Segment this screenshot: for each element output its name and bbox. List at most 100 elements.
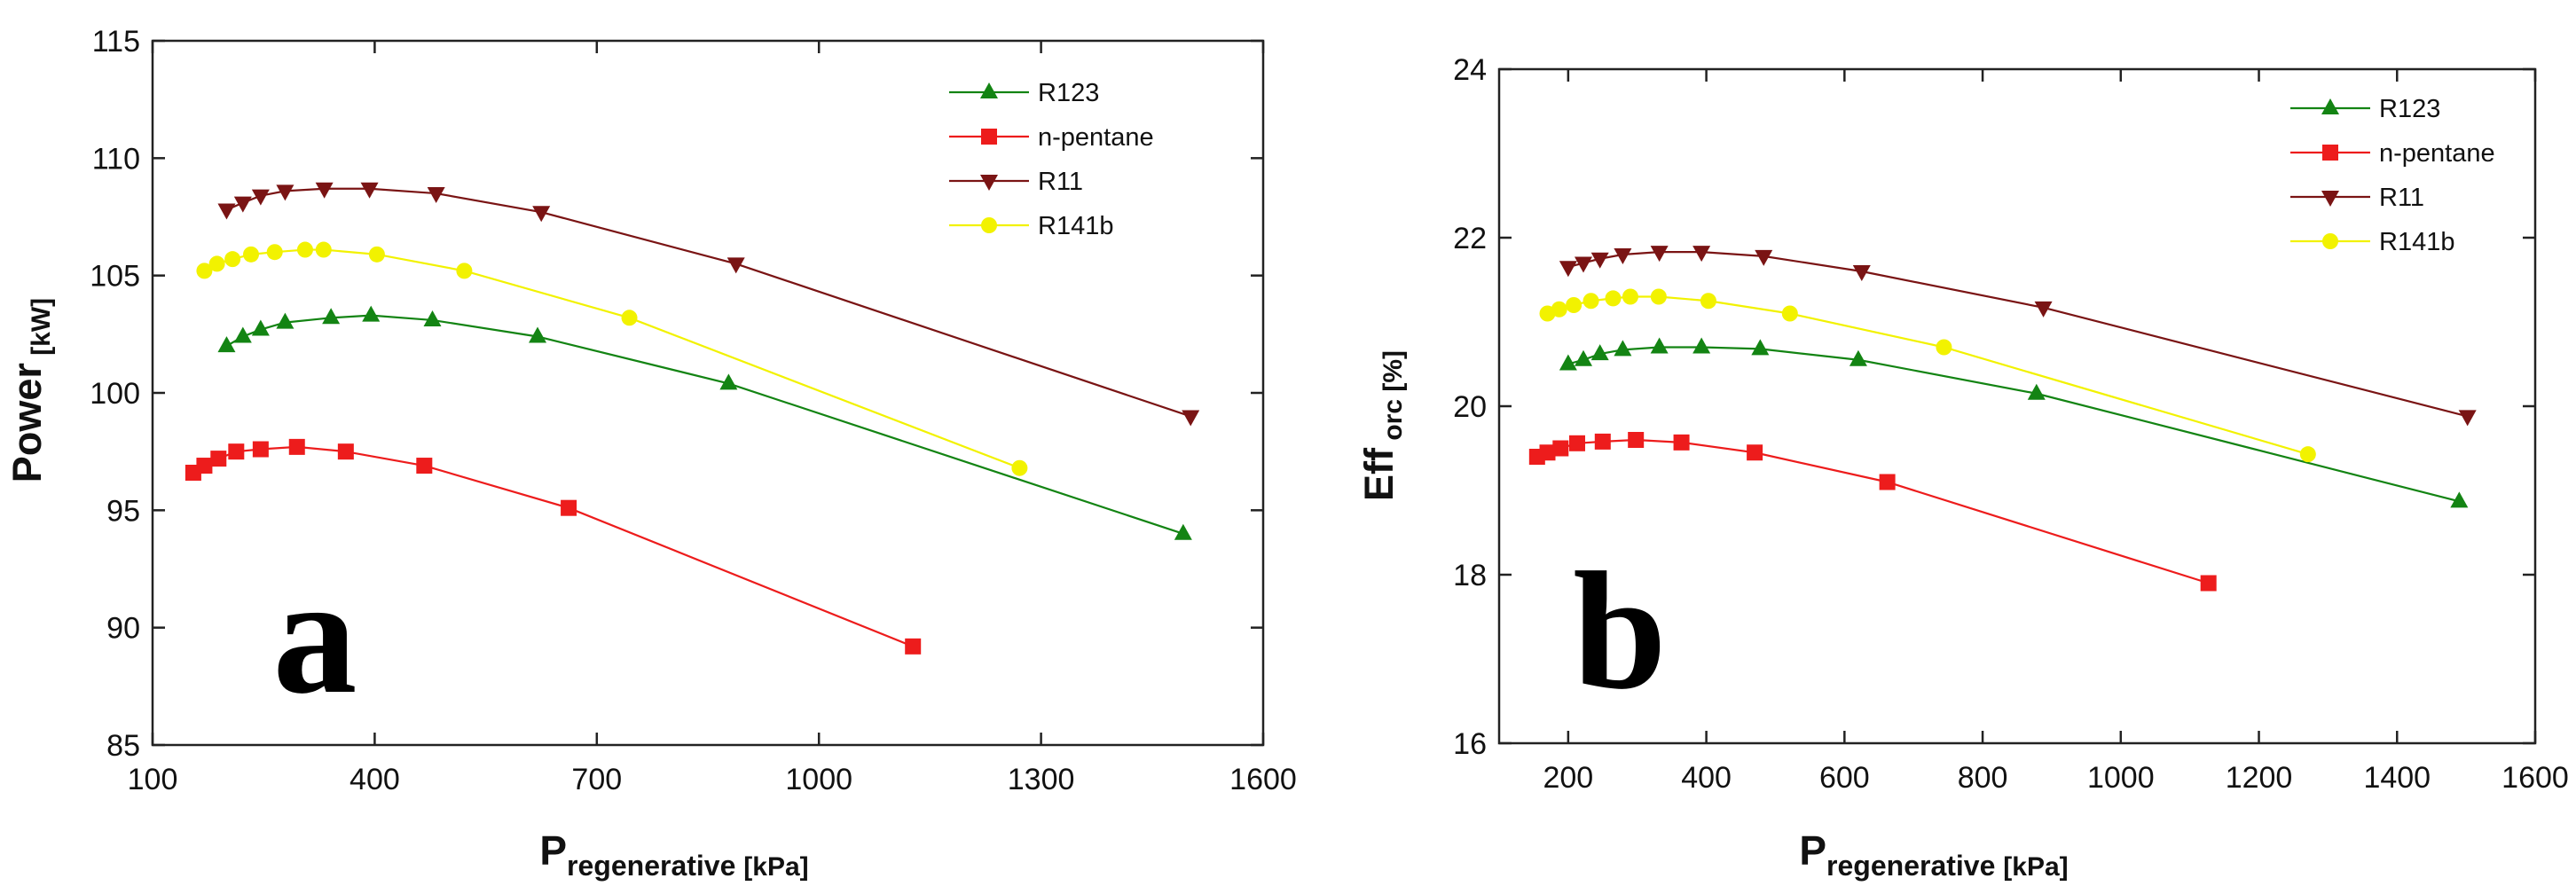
data-point-r123	[217, 336, 236, 353]
legend-item-r123: R123	[949, 79, 1099, 107]
data-point-n-pentane	[1539, 444, 1556, 461]
data-point-r141b	[296, 241, 313, 258]
x-axis-ticks: 100 400 700 1000 1300 1600	[128, 41, 1297, 796]
data-point-r123	[251, 319, 270, 336]
series-n-pentane	[1528, 432, 2217, 592]
legend-item-r141b: R141b	[2290, 228, 2454, 256]
data-point-r11	[360, 182, 379, 199]
y-tick-label: 18	[1453, 559, 1487, 592]
data-point-r123	[1174, 523, 1192, 540]
series-r141b	[196, 241, 1028, 476]
y-tick-label: 110	[92, 142, 140, 176]
legend-label: R11	[1038, 168, 1083, 196]
data-point-r141b	[621, 310, 638, 326]
data-point-r141b	[224, 251, 241, 268]
data-point-r141b	[196, 263, 213, 279]
chart-panel-a: 100 400 700 1000 1300 1600 85 90 95 100 105 110 115 R…	[4, 25, 1297, 882]
data-point-r11	[427, 187, 445, 204]
data-point-r141b	[1622, 288, 1638, 305]
x-tick-label: 700	[571, 763, 622, 796]
data-point-r11	[217, 203, 236, 220]
series-line-r11	[226, 187, 1191, 418]
x-tick-label: 400	[349, 763, 400, 796]
x-tick-label: 1200	[2226, 761, 2293, 795]
data-point-r141b	[208, 255, 225, 272]
y-tick-label: 24	[1453, 53, 1487, 87]
data-point-n-pentane	[1552, 440, 1569, 457]
data-point-r123	[1590, 344, 1609, 361]
data-point-r11	[2034, 301, 2053, 318]
legend-marker	[980, 82, 998, 98]
data-point-r141b	[2299, 446, 2316, 463]
data-point-r141b	[315, 241, 332, 258]
data-point-n-pentane	[1628, 432, 1645, 448]
y-axis-title: Eff orc [%]	[1356, 350, 1408, 501]
series-line-r11	[1567, 251, 2468, 418]
series-line-r123	[1567, 346, 2460, 503]
legend-marker	[2322, 233, 2338, 249]
data-point-n-pentane	[337, 443, 354, 460]
x-tick-label: 1000	[785, 763, 852, 796]
series-r11	[1559, 246, 2477, 427]
data-point-r11	[532, 206, 551, 223]
data-point-r141b	[456, 263, 473, 279]
series-r141b	[1539, 288, 2316, 463]
y-tick-label: 105	[90, 260, 140, 294]
data-point-r141b	[1605, 290, 1622, 307]
data-point-r11	[1650, 246, 1669, 263]
data-point-r11	[1755, 249, 1773, 266]
data-point-n-pentane	[1673, 434, 1690, 451]
series-n-pentane	[185, 438, 922, 655]
data-point-r123	[1559, 354, 1577, 371]
data-point-r123	[1692, 337, 1711, 354]
series-r123	[217, 305, 1192, 540]
data-point-n-pentane	[2200, 575, 2217, 592]
data-point-n-pentane	[416, 458, 433, 474]
data-point-r123	[1751, 339, 1770, 356]
data-point-r123	[1849, 349, 1867, 366]
x-tick-label: 100	[128, 763, 178, 796]
data-point-n-pentane	[1568, 435, 1585, 451]
y-axis-ticks: 16 18 20 22 24	[1453, 53, 2535, 761]
legend-label: R11	[2379, 184, 2424, 212]
data-point-r11	[1182, 410, 1200, 427]
x-tick-label: 1600	[1229, 763, 1297, 796]
series-line-r123	[225, 314, 1184, 535]
panel-letter: a	[273, 543, 357, 729]
legend-label: n-pentane	[2379, 139, 2495, 168]
legend-marker	[2321, 98, 2339, 114]
data-point-r141b	[266, 244, 283, 261]
y-axis-title: Power [kW]	[4, 298, 56, 482]
series-r123	[1559, 337, 2469, 508]
data-point-r123	[2450, 491, 2469, 508]
data-point-r11	[1692, 246, 1711, 263]
data-point-n-pentane	[561, 499, 577, 516]
x-tick-label: 800	[1958, 761, 2008, 795]
data-point-r11	[1574, 256, 1592, 273]
legend-label: R141b	[1038, 212, 1113, 240]
data-point-n-pentane	[196, 458, 213, 474]
data-point-n-pentane	[252, 441, 269, 458]
legend-label: R123	[1038, 79, 1099, 107]
data-point-r141b	[1583, 293, 1599, 310]
data-point-r123	[276, 312, 295, 329]
legend-item-n-pentane: n-pentane	[949, 123, 1154, 152]
y-axis-ticks: 85 90 95 100 105 110 115	[90, 25, 1263, 763]
data-point-r141b	[1566, 297, 1583, 313]
legend-label: R123	[2379, 95, 2440, 123]
data-point-r11	[1590, 252, 1609, 269]
legend-marker	[981, 217, 997, 233]
data-point-r123	[719, 373, 738, 390]
data-point-r11	[233, 196, 252, 213]
data-point-r141b	[1936, 339, 1952, 356]
legend-item-r11: R11	[949, 168, 1083, 196]
data-point-r11	[1614, 248, 1632, 264]
data-point-n-pentane	[905, 638, 922, 655]
data-point-r123	[529, 326, 547, 343]
legend-label: R141b	[2379, 228, 2454, 256]
legend-marker	[2322, 145, 2338, 161]
x-axis-title: Pregenerative [kPa]	[539, 827, 808, 882]
legend-marker	[980, 175, 998, 191]
y-tick-label: 85	[106, 729, 140, 763]
data-point-r123	[1614, 340, 1632, 357]
